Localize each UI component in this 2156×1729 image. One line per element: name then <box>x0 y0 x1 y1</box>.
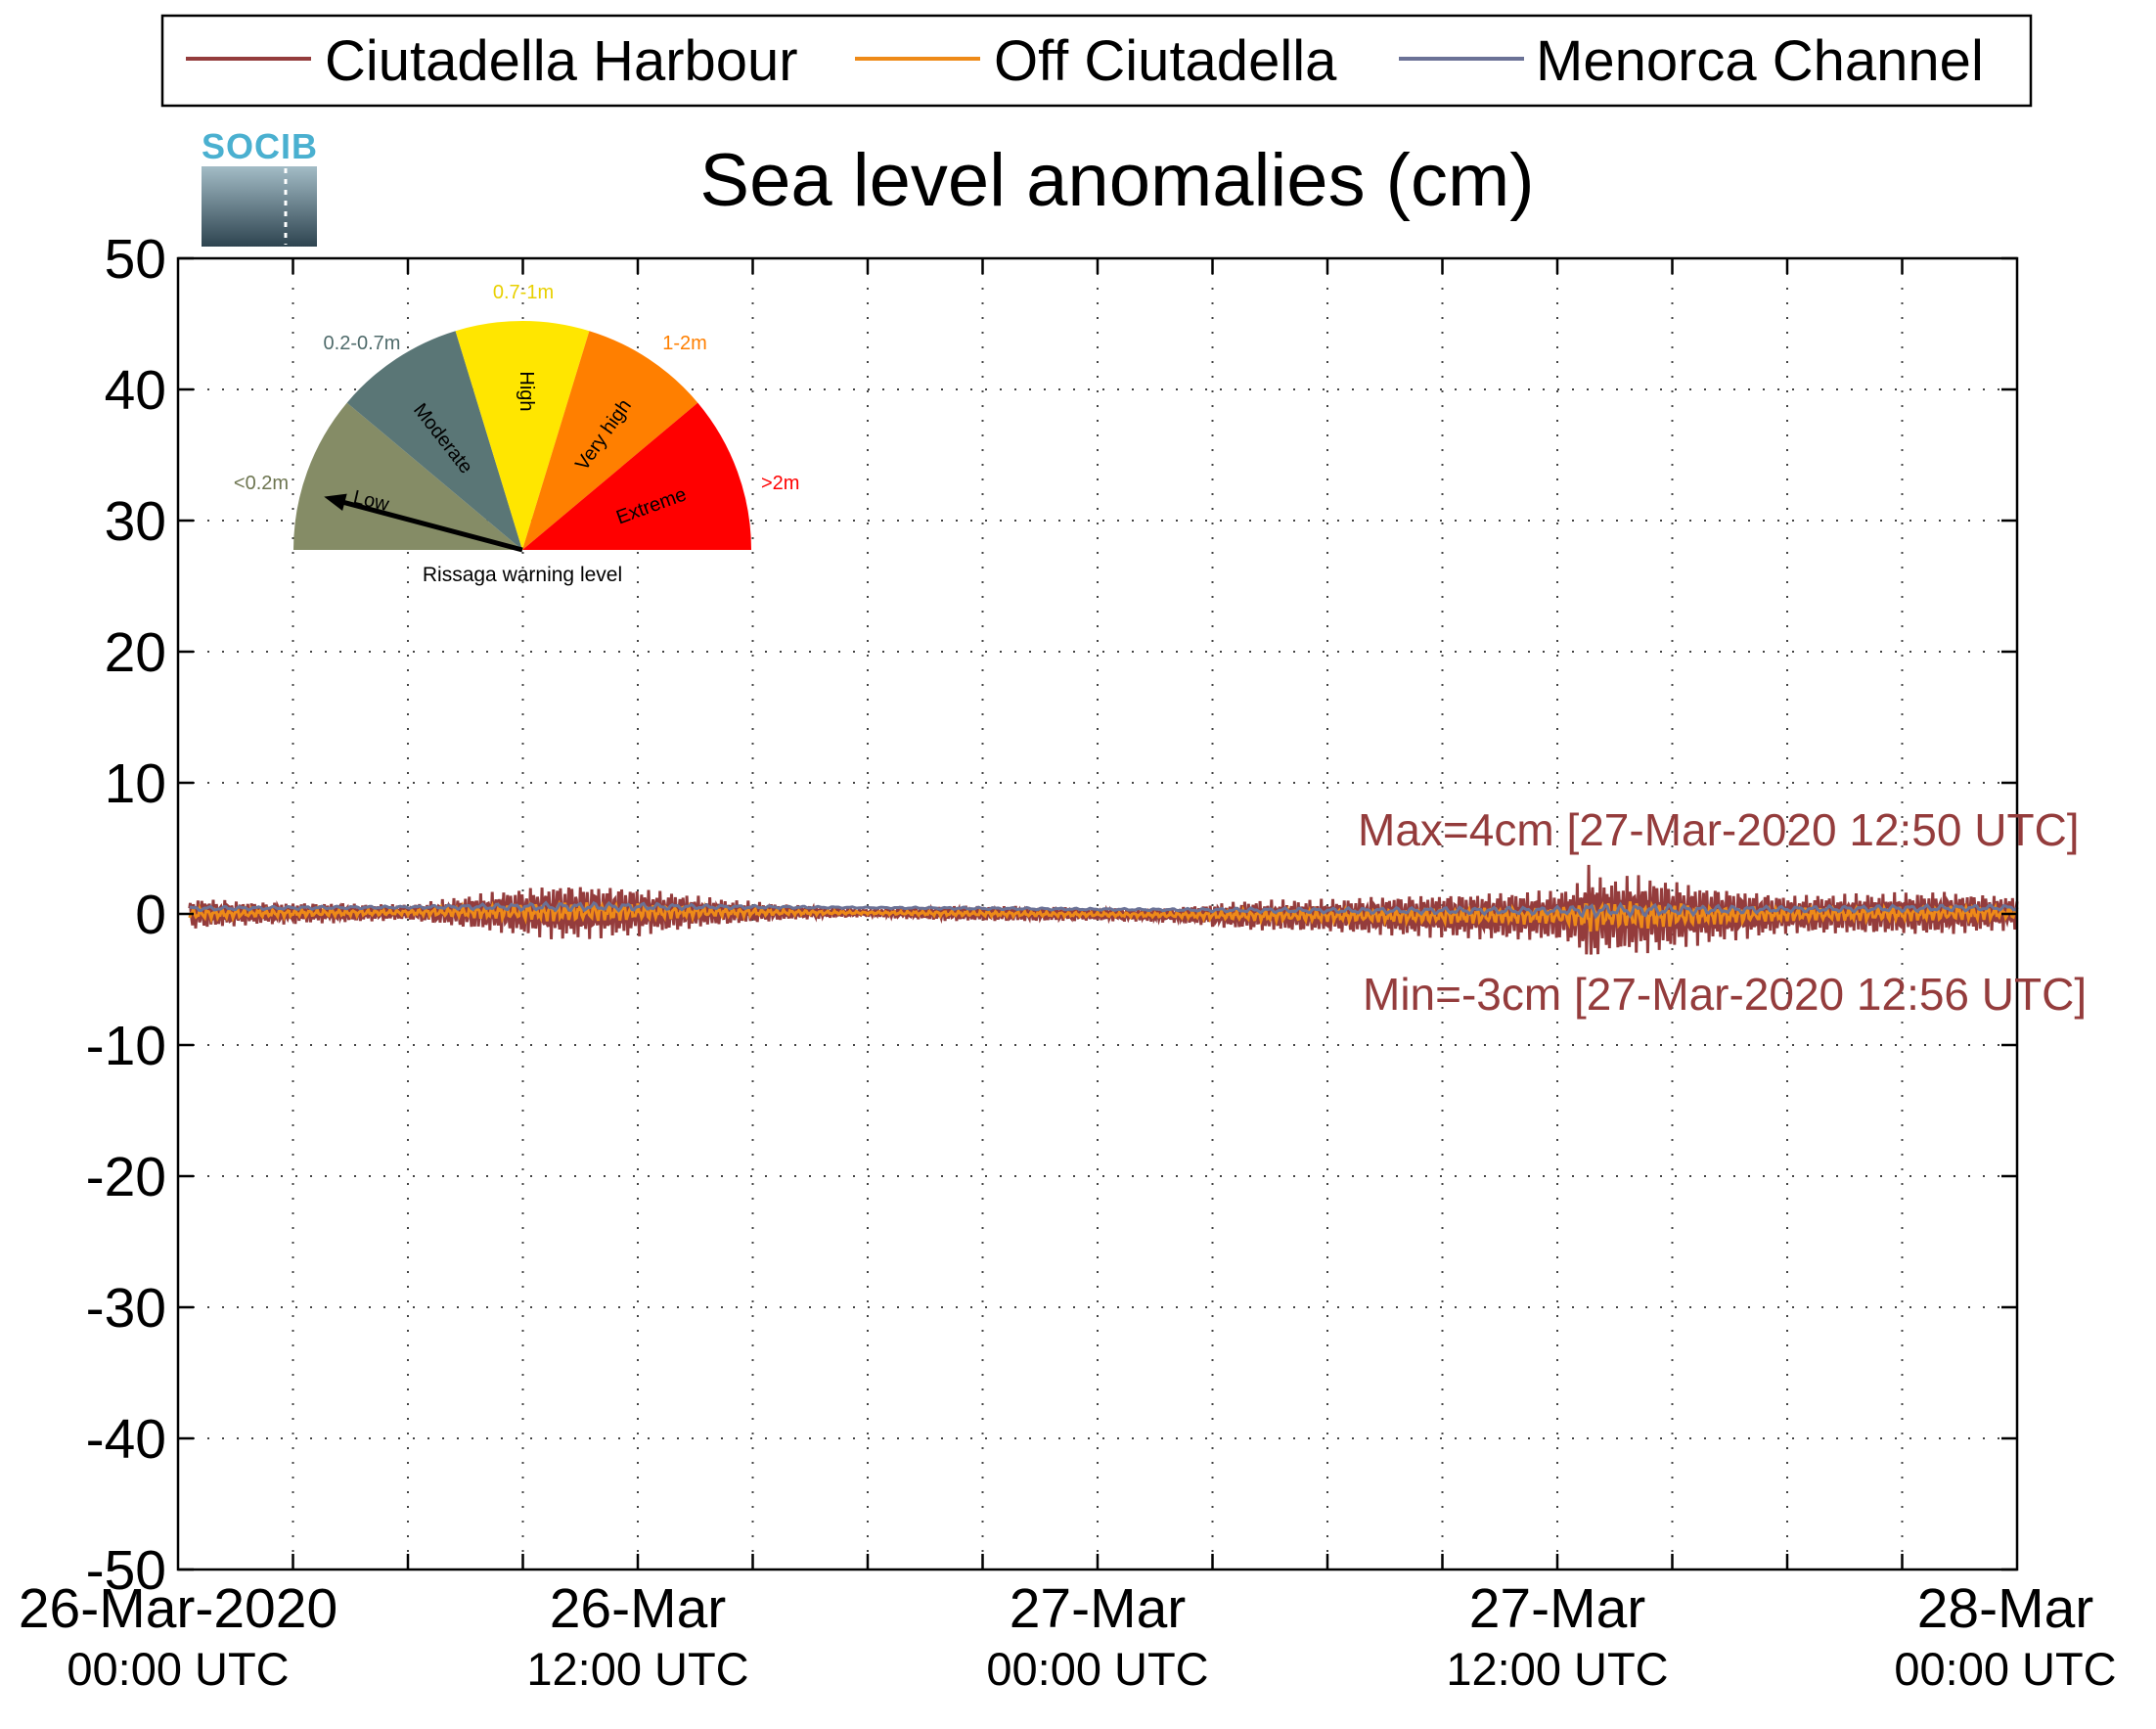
x-tick-label: 26-Mar <box>550 1577 727 1640</box>
y-tick-label: -50 <box>86 1539 166 1602</box>
legend-label-off-ciutadella: Off Ciutadella <box>994 29 1337 93</box>
x-tick-sublabel: 00:00 UTC <box>67 1643 289 1695</box>
y-tick-label: 20 <box>105 621 166 684</box>
x-tick-sublabel: 00:00 UTC <box>1894 1643 2116 1695</box>
y-tick-label: 30 <box>105 490 166 553</box>
gauge-range-label: 0.2-0.7m <box>324 333 401 354</box>
x-tick-sublabel: 12:00 UTC <box>526 1643 748 1695</box>
y-tick-label: 10 <box>105 752 166 815</box>
x-tick-label: 28-Mar <box>1917 1577 2094 1640</box>
series-layer <box>188 864 2019 955</box>
y-tick-label: 0 <box>135 884 166 946</box>
legend-label-ciutadella-harbour: Ciutadella Harbour <box>325 29 798 93</box>
rissaga-warning-gauge: Rissaga warning level LowModerateHighVer… <box>234 282 800 586</box>
logo-wave <box>202 166 317 247</box>
min-annotation: Min=-3cm [27-Mar-2020 12:56 UTC] <box>1363 969 2087 1020</box>
y-tick-label: -20 <box>86 1146 166 1208</box>
gauge-range-label: 0.7-1m <box>493 282 554 303</box>
x-tick-sublabel: 12:00 UTC <box>1446 1643 1668 1695</box>
y-tick-label: -30 <box>86 1277 166 1340</box>
chart-title: Sea level anomalies (cm) <box>699 139 1534 222</box>
x-tick-label: 27-Mar <box>1469 1577 1646 1640</box>
y-tick-label: 40 <box>105 359 166 422</box>
y-tick-label: -10 <box>86 1015 166 1077</box>
legend: Ciutadella Harbour Off Ciutadella Menorc… <box>160 14 2033 108</box>
y-axis: 50 40 30 20 10 0 -10 -20 -30 -40 -50 <box>86 228 2017 1602</box>
gauge-level-label: High <box>516 371 537 411</box>
series-line-off-ciutadella <box>188 899 2019 933</box>
gauge-pointer <box>333 497 523 553</box>
y-tick-label: -40 <box>86 1408 166 1471</box>
x-tick-sublabel: 00:00 UTC <box>986 1643 1208 1695</box>
gauge-range-label: <0.2m <box>234 473 289 494</box>
gauge-sector-very-high <box>522 331 698 550</box>
gauge-range-label: >2m <box>761 473 799 494</box>
legend-box <box>160 14 2033 108</box>
x-tick-label: 26-Mar-2020 <box>19 1577 337 1640</box>
gauge-caption: Rissaga warning level <box>423 564 622 586</box>
legend-label-menorca-channel: Menorca Channel <box>1536 29 1984 93</box>
socib-logo: SOCIB <box>202 126 318 247</box>
gauge-sector-low <box>293 402 522 550</box>
y-tick-label: 50 <box>105 228 166 291</box>
gauge-sector-high <box>455 320 590 550</box>
gauge-sector-extreme <box>522 402 752 550</box>
gauge-sector-moderate <box>346 331 522 550</box>
series-line-menorca-channel <box>189 900 2019 920</box>
gauge-range-label: 1-2m <box>662 333 707 354</box>
logo-text: SOCIB <box>202 126 318 166</box>
max-annotation: Max=4cm [27-Mar-2020 12:50 UTC] <box>1358 804 2080 855</box>
x-tick-label: 27-Mar <box>1010 1577 1187 1640</box>
gauge-pointer-head <box>324 493 347 511</box>
